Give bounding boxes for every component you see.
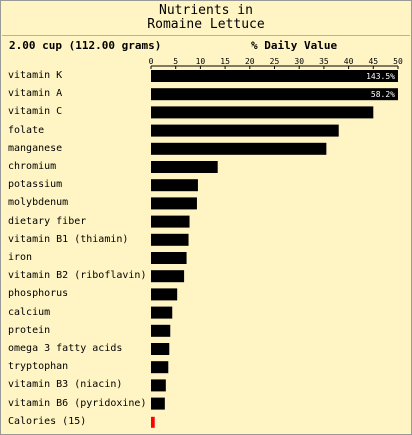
- nutrient-bar: [151, 397, 165, 410]
- nutrient-bar: [151, 106, 374, 119]
- x-tick-label: 50: [393, 57, 403, 66]
- x-tick-label: 35: [319, 57, 329, 66]
- serving-size: 2.00 cup (112.00 grams): [9, 39, 162, 52]
- category-label: protein: [8, 324, 51, 336]
- category-label: vitamin B1 (thiamin): [8, 233, 129, 245]
- x-tick-label: 45: [368, 57, 378, 66]
- category-label: phosphorus: [8, 288, 69, 300]
- chart-title: Nutrients in Romaine Lettuce: [1, 4, 411, 32]
- nutrient-bar: [151, 161, 218, 173]
- calories-bar: [151, 416, 155, 428]
- x-tick-label: 0: [149, 57, 154, 66]
- category-label: calcium: [8, 306, 51, 318]
- title-line-1: Nutrients in: [159, 3, 253, 18]
- category-label: vitamin A: [8, 88, 63, 100]
- nutrient-bar: [151, 252, 187, 264]
- x-tick-label: 40: [344, 57, 354, 66]
- category-label: Calories (15): [8, 415, 87, 427]
- nutrient-bar: [151, 142, 327, 155]
- x-tick-label: 10: [196, 57, 206, 66]
- category-label: omega 3 fatty acids: [8, 343, 123, 354]
- nutrient-bar: [151, 70, 398, 82]
- x-tick-label: 25: [270, 57, 280, 66]
- category-label: vitamin B3 (niacin): [8, 379, 123, 391]
- nutrient-bar: [151, 197, 197, 210]
- x-tick-label: 5: [173, 57, 178, 66]
- category-label: chromium: [8, 161, 57, 172]
- category-label: folate: [8, 124, 45, 136]
- bar-value-label: 143.5%: [366, 72, 395, 81]
- nutrient-bar: [151, 361, 169, 374]
- category-label: iron: [8, 252, 33, 263]
- category-label: vitamin C: [8, 106, 63, 118]
- nutrient-bar: [151, 124, 339, 137]
- category-label: manganese: [8, 142, 63, 154]
- daily-value-header: % Daily Value: [251, 39, 338, 52]
- nutrient-bar: [151, 233, 189, 246]
- category-label: vitamin B2 (riboflavin): [8, 270, 147, 282]
- x-tick-label: 30: [294, 57, 304, 66]
- category-label: molybdenum: [8, 197, 69, 209]
- nutrient-bar: [151, 179, 198, 192]
- category-label: potassium: [8, 179, 63, 191]
- bar-value-label: 58.2%: [371, 90, 395, 99]
- nutrient-bar: [151, 379, 166, 392]
- category-label: dietary fiber: [8, 215, 87, 227]
- category-label: vitamin B6 (pyridoxine): [8, 397, 147, 409]
- nutrient-bar: [151, 343, 170, 355]
- nutrient-bar: [151, 324, 171, 337]
- nutrient-bar: [151, 288, 178, 301]
- title-divider: [2, 35, 410, 36]
- category-label: vitamin K: [8, 70, 63, 81]
- nutrient-bar: [151, 306, 173, 319]
- nutrient-bar: [151, 215, 190, 228]
- nutrient-bar: [151, 270, 185, 283]
- nutrient-bar: [151, 88, 398, 101]
- category-label: tryptophan: [8, 361, 69, 373]
- x-tick-label: 20: [245, 57, 255, 66]
- title-line-2: Romaine Lettuce: [147, 17, 265, 32]
- x-tick-label: 15: [220, 57, 230, 66]
